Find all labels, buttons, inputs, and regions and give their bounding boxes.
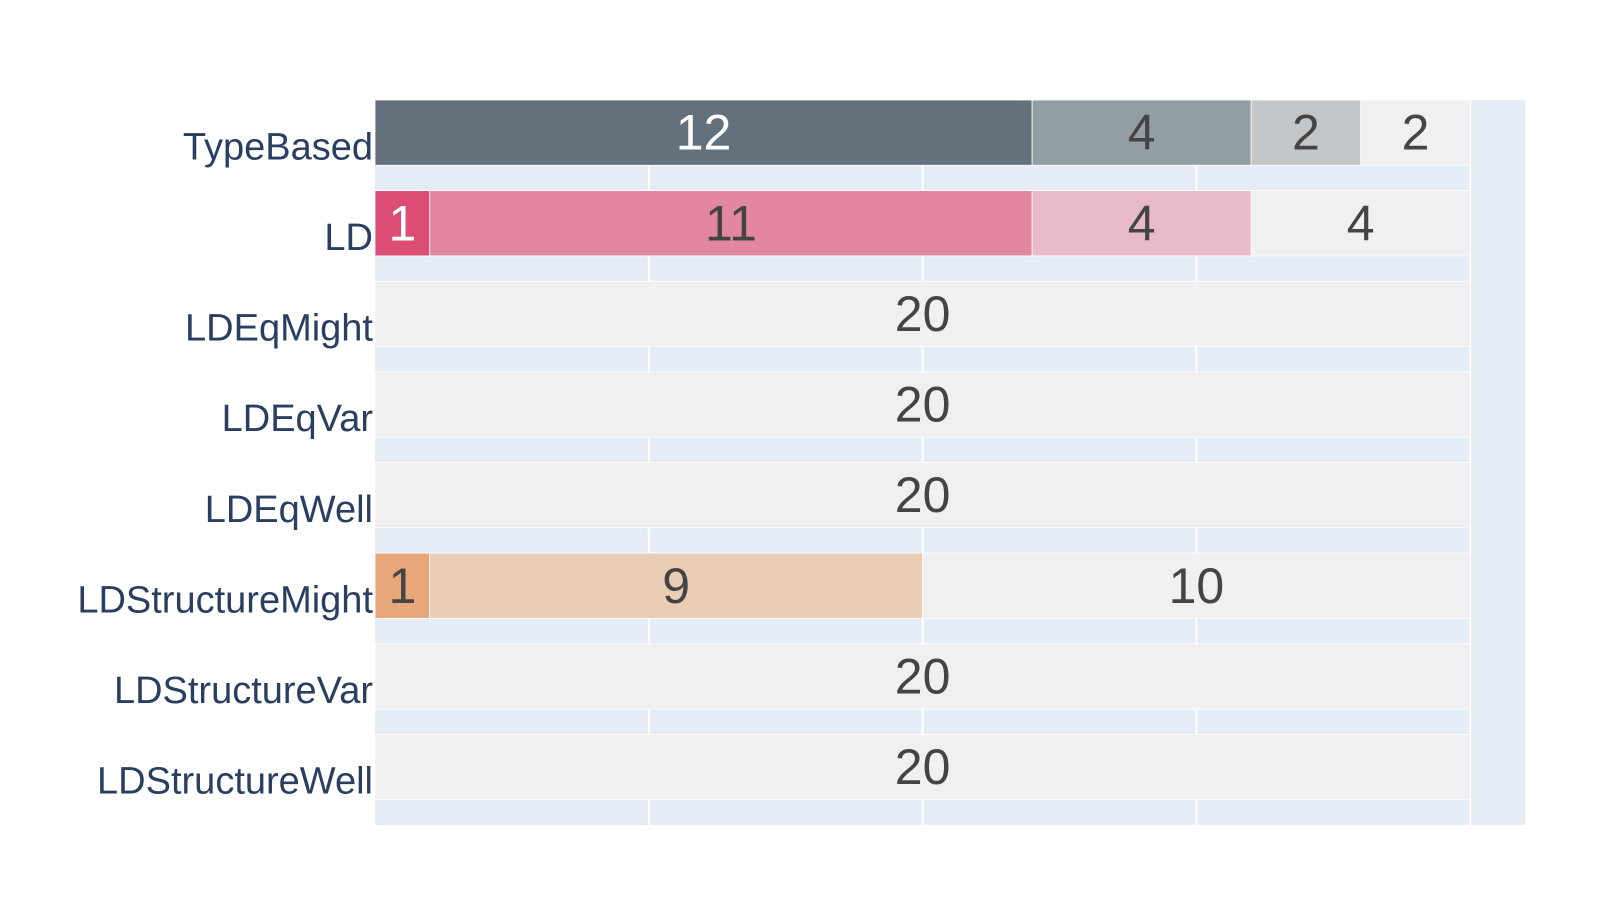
- data-label: 2: [1402, 105, 1430, 161]
- data-label: 1: [388, 195, 416, 251]
- bar-segment: [374, 733, 1471, 801]
- data-label: 20: [895, 467, 951, 523]
- bar-segment: [374, 552, 431, 619]
- data-label: 20: [895, 377, 951, 433]
- category-label: LDStructureWell: [97, 761, 373, 803]
- bar-segment: [1250, 99, 1362, 166]
- bar-segment: [374, 643, 1471, 710]
- data-label: 20: [895, 286, 951, 342]
- bar-segment: [374, 190, 431, 257]
- data-label: 1: [388, 558, 416, 614]
- data-label: 2: [1292, 105, 1320, 161]
- bar-segment: [374, 462, 1471, 529]
- category-labels: TypeBased LD LDEqMight LDEqVar LDEqWell LDStr…: [77, 126, 373, 802]
- category-label: LDEqMight: [185, 308, 373, 350]
- data-label: 12: [676, 105, 732, 161]
- category-label: LDEqWell: [205, 489, 373, 531]
- data-label: 4: [1347, 195, 1375, 251]
- data-label: 9: [662, 558, 690, 614]
- data-label: 4: [1128, 105, 1156, 161]
- category-label: LD: [324, 217, 373, 259]
- bar-segment: [1360, 99, 1471, 166]
- bar-segment: [429, 552, 924, 619]
- bar-segment: [374, 99, 1033, 166]
- category-label: TypeBased: [183, 126, 373, 168]
- bar-segment: [374, 280, 1471, 347]
- bar-segment: [374, 371, 1471, 438]
- data-label: 20: [895, 739, 951, 795]
- bar-segment: [1250, 190, 1471, 257]
- category-label: LDStructureVar: [114, 670, 373, 712]
- bar-segment: [429, 190, 1033, 257]
- data-label: 4: [1128, 195, 1156, 251]
- category-label: LDEqVar: [222, 398, 374, 440]
- data-label: 11: [705, 195, 757, 251]
- data-label: 10: [1169, 558, 1225, 614]
- data-label: 20: [895, 648, 951, 704]
- category-label: LDStructureMight: [77, 579, 373, 621]
- bar-segment: [922, 552, 1471, 619]
- bar-segment: [1031, 99, 1252, 166]
- bar-segment: [1031, 190, 1252, 257]
